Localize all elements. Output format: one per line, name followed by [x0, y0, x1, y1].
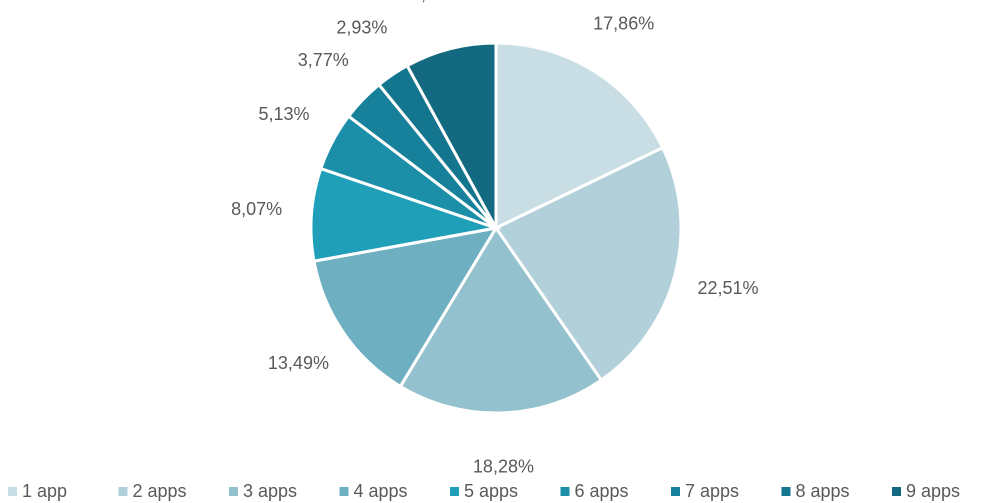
data-label: 17,86% — [593, 14, 654, 34]
legend-label: 7 apps — [685, 481, 739, 501]
data-label: 5,13% — [258, 104, 309, 124]
legend-label: 1 app — [22, 481, 67, 501]
data-label: 3,77% — [298, 50, 349, 70]
legend-label: 6 apps — [575, 481, 629, 501]
pie-slice — [312, 225, 500, 389]
data-label: 18,28% — [473, 457, 534, 477]
pie-slice — [493, 145, 683, 383]
pie-slice — [405, 41, 498, 229]
legend-swatch — [450, 487, 459, 496]
pie-slice — [494, 41, 665, 231]
legend-label: 2 apps — [133, 481, 187, 501]
legend-label: 9 apps — [906, 481, 960, 501]
legend-swatch — [560, 487, 570, 496]
legend-label: 8 apps — [796, 481, 850, 501]
legend-label: 5 apps — [464, 481, 518, 501]
legend-swatch — [339, 487, 349, 496]
data-label: 22,51% — [698, 278, 759, 298]
legend-swatch — [892, 487, 901, 496]
pie-slice — [398, 225, 604, 415]
legend-swatch — [671, 487, 680, 496]
legend-swatch — [781, 487, 791, 496]
legend-swatch — [8, 487, 17, 496]
data-label: 13,49% — [268, 353, 329, 373]
legend-label: 3 apps — [243, 481, 297, 501]
data-label: 7,97% — [411, 0, 462, 4]
legend-label: 4 apps — [354, 481, 408, 501]
pie-slice — [309, 166, 502, 263]
legend-swatch — [118, 487, 128, 496]
data-label: 8,07% — [231, 199, 282, 219]
data-label: 2,93% — [336, 18, 387, 38]
legend-swatch — [229, 487, 238, 496]
